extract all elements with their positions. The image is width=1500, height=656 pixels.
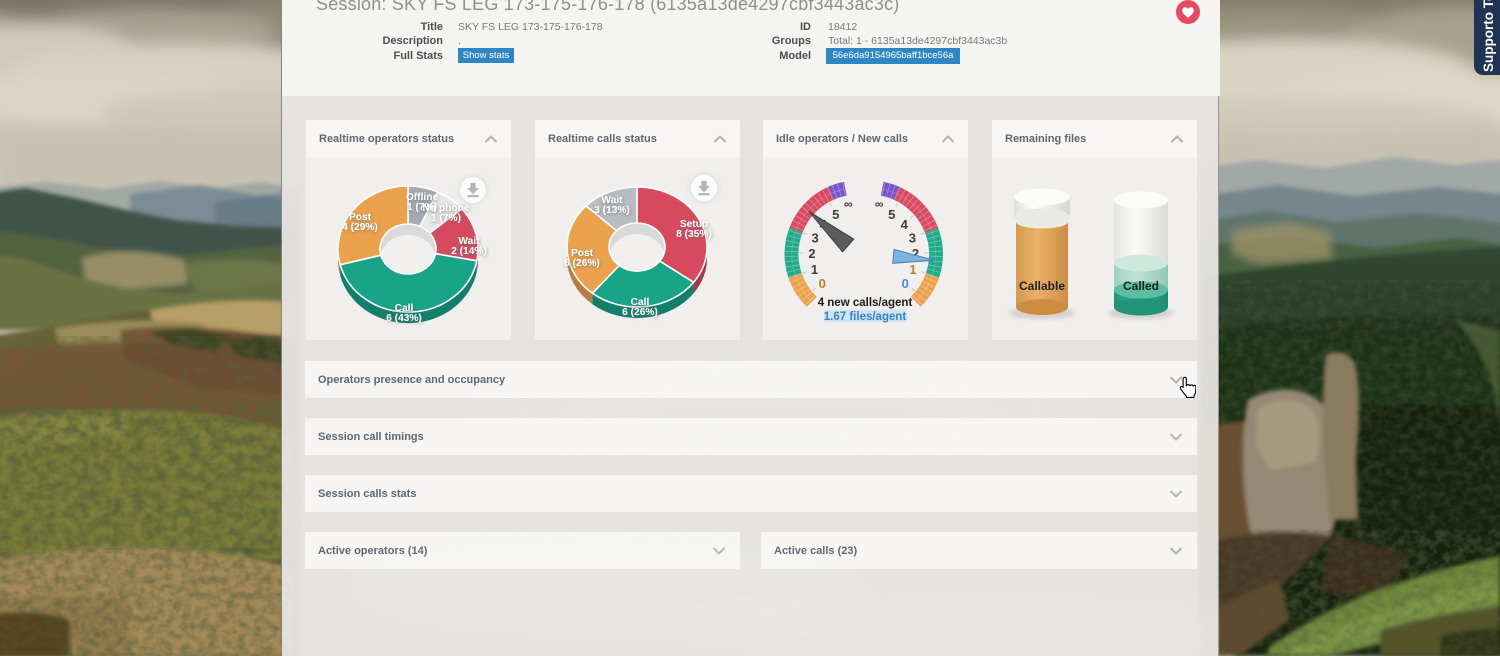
svg-text:Post: Post <box>349 212 372 223</box>
svg-text:∞: ∞ <box>844 197 853 211</box>
svg-text:2: 2 <box>912 246 919 261</box>
svg-text:1.67 files/agent: 1.67 files/agent <box>824 311 907 323</box>
svg-text:0: 0 <box>902 276 909 291</box>
svg-text:2 (14%): 2 (14%) <box>451 246 487 257</box>
svg-text:Offline: Offline <box>406 192 439 203</box>
svg-text:Post: Post <box>571 248 594 259</box>
svg-text:6 (26%): 6 (26%) <box>564 258 600 269</box>
svg-text:Callable: Callable <box>1019 279 1065 293</box>
svg-text:Setup: Setup <box>680 219 708 230</box>
svg-text:1: 1 <box>909 262 916 277</box>
svg-text:0: 0 <box>819 276 826 291</box>
svg-text:2: 2 <box>808 246 815 261</box>
svg-text:4: 4 <box>901 217 909 232</box>
svg-text:1 (7%): 1 (7%) <box>431 213 461 224</box>
svg-text:Supporto Tecnico: Supporto Tecnico <box>1481 0 1496 72</box>
svg-text:3: 3 <box>909 231 916 246</box>
svg-text:3: 3 <box>811 231 818 246</box>
svg-text:No phone: No phone <box>423 203 470 214</box>
svg-text:4 new calls/agent: 4 new calls/agent <box>818 297 913 309</box>
svg-text:6 (43%): 6 (43%) <box>386 313 422 324</box>
svg-text:Call: Call <box>395 303 414 314</box>
svg-text:3 (13%): 3 (13%) <box>594 205 630 216</box>
svg-text:Wait: Wait <box>601 195 623 206</box>
svg-text:5: 5 <box>832 207 839 222</box>
svg-text:1 (7%): 1 (7%) <box>407 202 437 213</box>
svg-text:5: 5 <box>888 207 895 222</box>
svg-text:Called: Called <box>1123 279 1159 293</box>
svg-text:6 (26%): 6 (26%) <box>622 307 658 318</box>
svg-text:Wait: Wait <box>458 236 480 247</box>
svg-text:Call: Call <box>631 297 650 308</box>
svg-text:∞: ∞ <box>875 197 884 211</box>
svg-text:8 (35%): 8 (35%) <box>676 229 712 240</box>
svg-text:1: 1 <box>811 262 818 277</box>
svg-text:4 (29%): 4 (29%) <box>342 222 378 233</box>
